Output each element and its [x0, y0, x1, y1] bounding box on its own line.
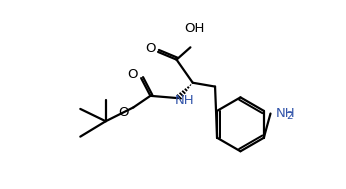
Text: 2: 2 [287, 111, 293, 121]
Text: NH: NH [175, 94, 195, 107]
Text: NH: NH [276, 107, 295, 120]
Text: O: O [127, 68, 138, 81]
Text: OH: OH [184, 22, 204, 35]
Text: O: O [118, 105, 129, 119]
Text: O: O [145, 42, 156, 55]
